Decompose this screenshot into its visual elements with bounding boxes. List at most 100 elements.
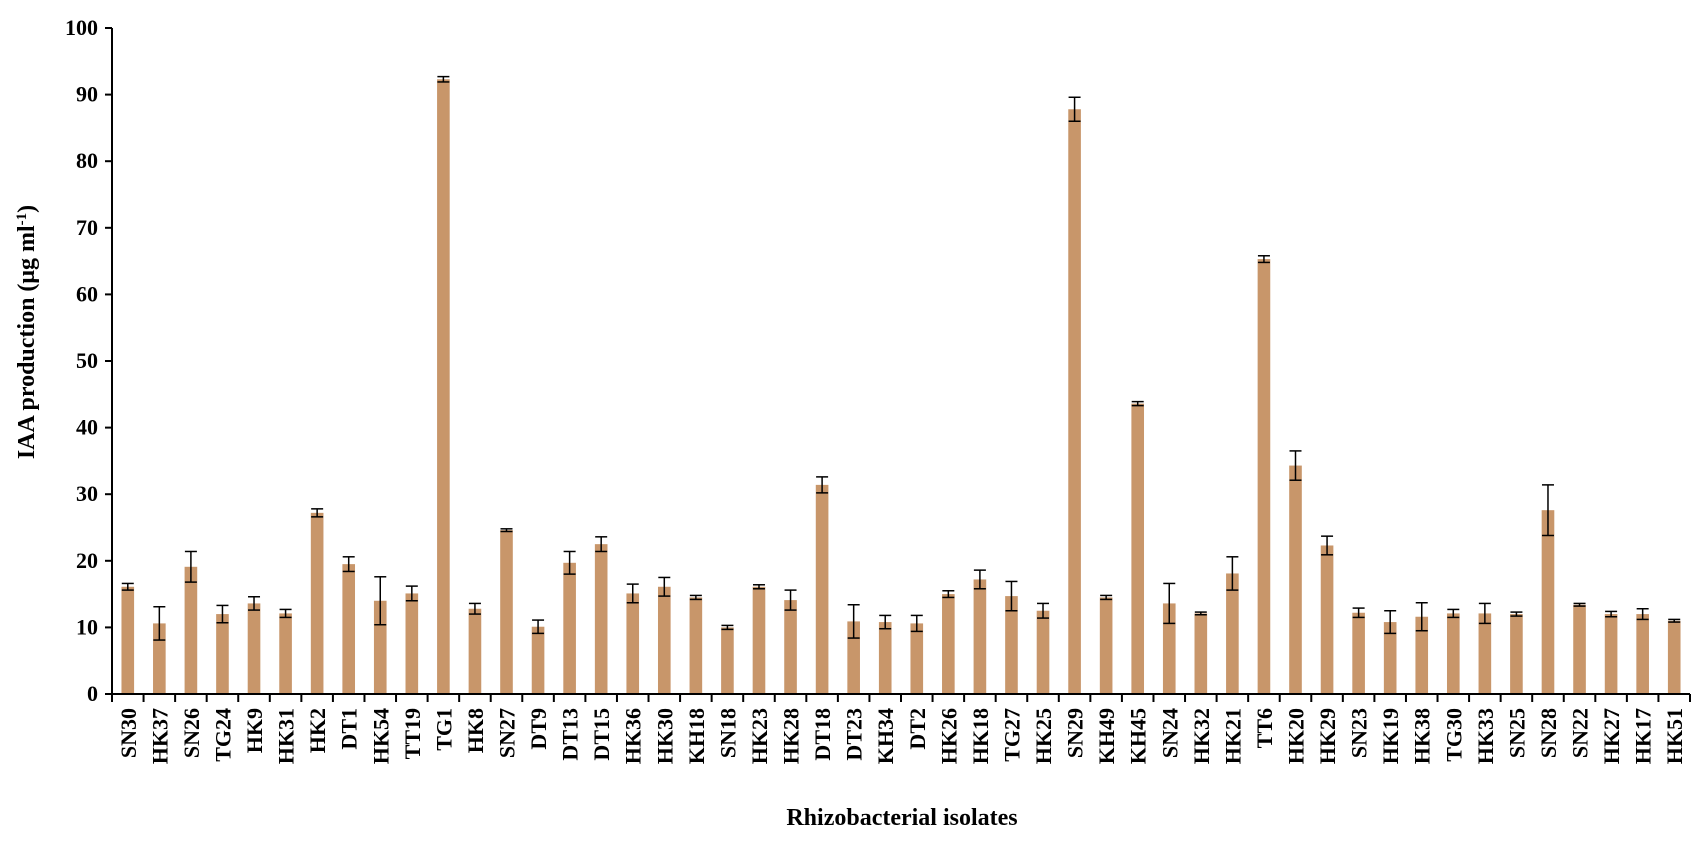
x-tick-label: HK2 [305, 708, 330, 753]
bar-dt1 [342, 564, 356, 694]
bar-hk37 [153, 623, 166, 694]
bar-hk8 [468, 608, 482, 694]
x-tick-label: DT23 [842, 708, 867, 761]
x-tick-label: HK32 [1189, 708, 1214, 764]
bar-kh18 [689, 597, 703, 694]
bar-kh45 [1131, 403, 1145, 694]
x-tick-label: HK31 [274, 708, 299, 764]
x-tick-label: TG24 [210, 708, 235, 762]
x-tick-label: DT9 [526, 708, 551, 750]
x-tick-label: SN26 [179, 708, 204, 758]
x-tick-label: DT1 [337, 708, 362, 750]
error-bars [121, 75, 1681, 641]
x-tick-label: DT13 [558, 708, 583, 761]
y-tick-label: 30 [76, 481, 98, 506]
x-tick-label: HK19 [1378, 708, 1403, 764]
bar-dt18 [815, 484, 829, 694]
bar-hk23 [752, 586, 766, 694]
x-tick-label: TG27 [999, 708, 1024, 762]
bar-hk51 [1667, 620, 1681, 694]
bar-hk2 [310, 512, 324, 694]
bar-tg1 [437, 79, 450, 695]
y-axis-ticks: 0 10 20 30 40 50 60 70 80 90 100 [65, 15, 112, 706]
bar-tg30 [1446, 613, 1460, 694]
x-tick-label: HK20 [1284, 708, 1309, 764]
x-axis-ticks: SN30 HK37 SN26 TG24 HK9 HK31 HK2 DT1 HK54 TT19 TG1… [111, 694, 1691, 764]
x-tick-label: KH18 [684, 708, 709, 764]
bar-kh49 [1099, 597, 1113, 694]
bar-tt6 [1257, 259, 1271, 694]
bar-dt15 [594, 544, 608, 694]
bar-sn27 [500, 530, 513, 694]
y-tick-label: 20 [76, 548, 98, 573]
bar-hk9 [247, 603, 261, 694]
x-tick-label: DT2 [905, 708, 930, 750]
bar-series [121, 79, 1681, 695]
x-tick-label: HK51 [1662, 708, 1687, 764]
x-tick-label: SN18 [715, 708, 740, 758]
x-tick-label: HK30 [652, 708, 677, 764]
bar-dt2 [910, 623, 924, 694]
bar-hk21 [1226, 573, 1239, 694]
bar-hk17 [1636, 614, 1649, 694]
bar-hk38 [1415, 616, 1429, 694]
x-tick-label: HK54 [368, 708, 393, 764]
bar-dt13 [563, 562, 576, 694]
x-tick-label: HK21 [1220, 708, 1245, 764]
x-tick-label: KH45 [1126, 708, 1151, 764]
bar-hk36 [626, 593, 640, 694]
x-axis-title: Rhizobacterial isolates [786, 805, 1017, 831]
x-tick-label: HK28 [779, 708, 804, 764]
x-tick-label: HK25 [1031, 708, 1056, 764]
bar-sn26 [184, 566, 198, 694]
x-tick-label: HK29 [1315, 708, 1340, 764]
bar-sn23 [1352, 612, 1365, 694]
x-tick-label: HK37 [147, 708, 172, 764]
x-tick-label: HK17 [1631, 708, 1656, 764]
bar-hk25 [1036, 610, 1050, 694]
bar-hk31 [279, 613, 292, 694]
x-tick-label: HK8 [463, 708, 488, 753]
y-tick-label: 50 [76, 348, 98, 373]
x-tick-label: SN25 [1504, 708, 1529, 758]
bar-hk18 [973, 579, 987, 694]
bar-sn30 [121, 586, 135, 694]
x-tick-label: SN22 [1568, 708, 1593, 758]
bar-hk19 [1383, 622, 1397, 694]
x-tick-label: HK26 [936, 708, 961, 764]
bar-sn18 [721, 627, 734, 694]
y-tick-label: 100 [65, 15, 98, 40]
bar-hk30 [657, 586, 671, 694]
x-tick-label: SN24 [1157, 708, 1182, 758]
x-tick-label: SN30 [116, 708, 141, 758]
y-tick-label: 80 [76, 148, 98, 173]
bar-sn28 [1541, 510, 1555, 694]
x-tick-label: TT19 [400, 708, 425, 759]
bar-hk20 [1289, 465, 1302, 694]
bar-hk32 [1194, 613, 1208, 694]
y-tick-label: 90 [76, 82, 98, 107]
x-tick-label: SN27 [495, 708, 520, 758]
y-tick-label: 40 [76, 415, 98, 440]
x-tick-label: TG1 [431, 708, 456, 751]
x-tick-label: DT15 [589, 708, 614, 761]
x-tick-label: HK38 [1410, 708, 1435, 764]
x-tick-label: SN28 [1536, 708, 1561, 758]
bar-tg27 [1005, 596, 1018, 694]
x-tick-label: HK23 [747, 708, 772, 764]
bar-hk26 [942, 594, 955, 694]
bar-sn22 [1573, 604, 1586, 694]
x-tick-label: SN29 [1063, 708, 1088, 758]
x-tick-label: DT18 [810, 708, 835, 761]
bar-sn25 [1510, 614, 1523, 694]
x-tick-label: TG30 [1441, 708, 1466, 762]
x-tick-label: HK33 [1473, 708, 1498, 764]
x-tick-label: HK18 [968, 708, 993, 764]
x-tick-label: KH34 [873, 708, 898, 764]
x-tick-label: KH49 [1094, 708, 1119, 764]
bar-hk33 [1478, 613, 1492, 694]
x-tick-label: HK9 [242, 708, 267, 753]
x-tick-label: HK36 [621, 708, 646, 764]
bar-dt23 [847, 621, 860, 694]
